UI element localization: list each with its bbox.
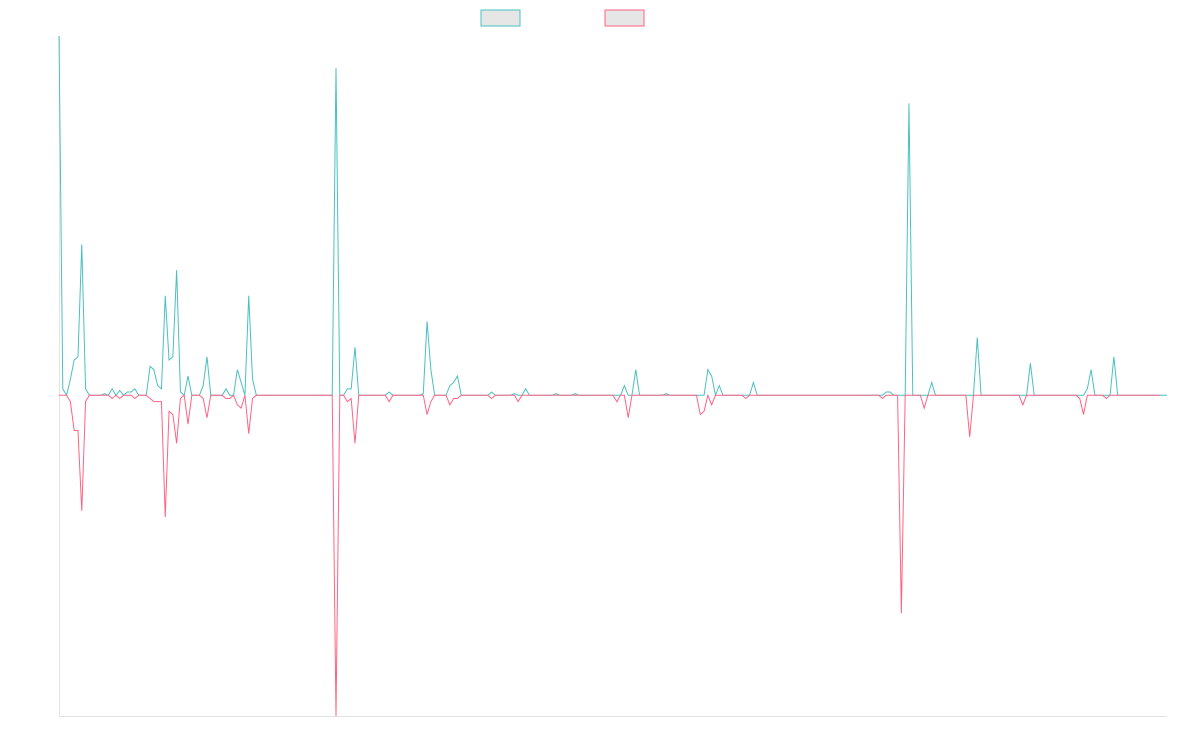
series-layer [58, 35, 1167, 717]
series-line-2 [59, 393, 1160, 717]
legend-swatch-series-1[interactable] [480, 9, 521, 27]
chart-axes [59, 36, 1167, 717]
chart-legend [480, 9, 645, 27]
legend-swatch-series-2[interactable] [604, 9, 645, 27]
series-line-1 [58, 35, 1167, 398]
